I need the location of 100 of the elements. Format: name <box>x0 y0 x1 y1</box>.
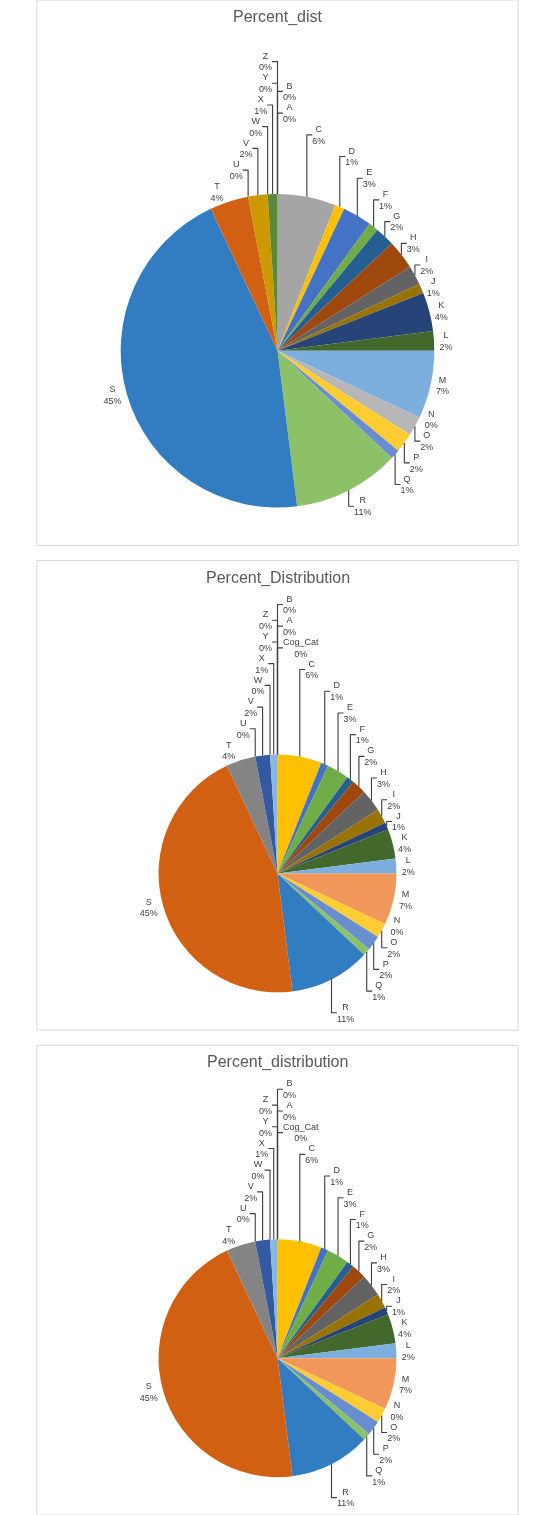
pie-slice <box>277 208 370 351</box>
data-label: 1% <box>345 157 359 168</box>
data-label: 7% <box>398 900 412 911</box>
category-label: N <box>393 915 401 926</box>
pie-slice <box>210 196 278 351</box>
text: 0% <box>259 1105 273 1116</box>
text: 0% <box>282 1090 296 1101</box>
data-label: 2% <box>401 1351 415 1362</box>
text: 0% <box>236 729 250 740</box>
text: 0% <box>390 926 404 937</box>
slice-label: T <box>214 180 221 191</box>
slice-label: E <box>346 1186 353 1197</box>
data-label: 1% <box>330 1176 344 1187</box>
category-label: W <box>251 115 260 126</box>
slice-label: G <box>367 745 375 756</box>
slice-label: L <box>405 855 411 866</box>
data-label: 2% <box>387 1433 401 1444</box>
slice-label: J <box>396 1295 401 1306</box>
text: 0% <box>294 648 308 659</box>
slice-label: T <box>226 1224 233 1235</box>
category-label: U <box>240 717 247 728</box>
data-label: 4% <box>222 1236 236 1247</box>
pie-slice <box>277 193 336 351</box>
category-label: U <box>232 159 240 170</box>
pie-slice <box>120 208 298 508</box>
data-label: 2% <box>244 707 258 718</box>
data-label: 7% <box>435 386 449 397</box>
pie-slice <box>277 1239 322 1359</box>
data-label: 2% <box>244 1192 258 1203</box>
slice-label: J <box>396 810 401 821</box>
data-label: 1% <box>426 287 440 298</box>
data-label: 3% <box>376 778 390 789</box>
data-label: 1% <box>255 1149 269 1160</box>
chart-title: Percent_dist <box>233 8 323 26</box>
slice-label: C <box>308 658 316 669</box>
slice-label: P <box>382 1443 389 1454</box>
category-label: U <box>240 1202 247 1213</box>
text: 0% <box>390 1411 404 1422</box>
category-label: Y <box>262 1115 269 1126</box>
category-label: N <box>393 1399 401 1410</box>
text: 0% <box>282 627 296 637</box>
slice-label: Q <box>403 473 411 484</box>
slice-label: I <box>392 788 395 799</box>
text: 0% <box>259 621 273 632</box>
slice-label: X <box>258 652 265 663</box>
slice-label: M <box>401 1373 410 1384</box>
text: 0% <box>259 84 273 95</box>
pie-slice <box>277 873 365 992</box>
slice-label: O <box>423 430 431 441</box>
pie-slice <box>277 1276 378 1359</box>
data-label: 6% <box>305 670 319 681</box>
chart-title: Percent_Distribution <box>206 569 351 587</box>
category-label: A <box>286 1100 293 1111</box>
pie-slice <box>277 350 420 435</box>
text: 0% <box>249 127 263 138</box>
data-label: 1% <box>400 485 414 496</box>
pie-slice <box>277 765 348 874</box>
data-label: 2% <box>387 800 401 811</box>
data-label: 3% <box>362 179 376 190</box>
slice-label: L <box>405 1339 411 1350</box>
pie-slice <box>277 873 386 938</box>
data-label: 11% <box>354 507 372 518</box>
data-label: 4% <box>398 1328 412 1339</box>
data-label: 2% <box>420 265 434 276</box>
slice-label: I <box>392 1273 395 1284</box>
category-label: N <box>428 408 435 419</box>
data-label: 1% <box>372 1476 386 1487</box>
data-label: 1% <box>330 692 344 703</box>
slice-label: L <box>443 329 449 340</box>
slice-label: S <box>145 896 152 907</box>
pie-slice <box>277 350 435 418</box>
slice-label: M <box>401 889 410 900</box>
category-label: Cog_Cat <box>282 1121 319 1132</box>
slice-label: G <box>393 210 401 221</box>
pie-slice <box>267 193 278 351</box>
pie-slice <box>277 809 386 874</box>
data-label: 1% <box>355 1220 369 1231</box>
chart-title: Percent_distribution <box>207 1053 349 1071</box>
slice-label: D <box>333 680 341 691</box>
pie-slice <box>158 765 293 993</box>
slice-label: R <box>342 1001 350 1012</box>
slice-label: X <box>258 1137 265 1148</box>
text: 0% <box>251 686 265 697</box>
slice-label: H <box>380 767 387 778</box>
data-label: 4% <box>210 192 224 203</box>
pie-slice <box>270 754 278 874</box>
text: 0% <box>424 420 438 431</box>
data-label: 1% <box>355 735 369 746</box>
slice-label: P <box>382 958 389 969</box>
data-label: 6% <box>312 135 326 146</box>
category-label: Y <box>262 72 269 83</box>
slice-label: O <box>390 936 398 947</box>
slice-label: G <box>367 1230 375 1241</box>
slice-label: I <box>425 254 429 265</box>
text: 0% <box>294 1133 308 1144</box>
slice-label: H <box>410 232 417 243</box>
slice-label: H <box>380 1252 387 1262</box>
data-label: 6% <box>305 1155 319 1166</box>
slice-label: T <box>226 739 233 750</box>
pie-slice <box>277 1294 386 1359</box>
